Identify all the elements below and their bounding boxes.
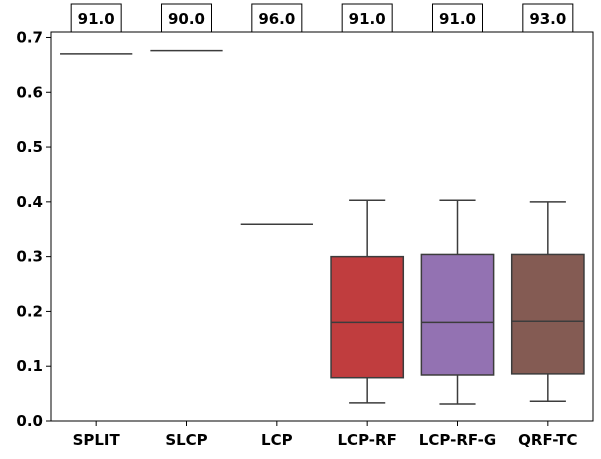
boxes bbox=[60, 49, 585, 405]
coverage-label: 93.0 bbox=[529, 10, 566, 28]
box-iqr bbox=[420, 253, 495, 376]
box-iqr bbox=[330, 255, 405, 379]
coverage-label-frame bbox=[70, 3, 122, 33]
box-lcp-rf-g bbox=[420, 199, 495, 405]
coverage-label-box: 91.0 bbox=[70, 3, 122, 33]
y-tick-label: 0.1 bbox=[16, 357, 43, 375]
x-axis: SPLIT SLCP LCP LCP-RF LCP-RF-G QRF-TC bbox=[73, 421, 578, 449]
coverage-label-box: 93.0 bbox=[522, 3, 574, 33]
box-iqr bbox=[510, 253, 585, 375]
y-tick-label: 0.4 bbox=[16, 193, 43, 211]
x-tick-label: LCP-RF-G bbox=[419, 431, 496, 449]
coverage-label-frame bbox=[522, 3, 574, 33]
y-tick-label: 0.3 bbox=[16, 248, 43, 266]
x-tick-label: SLCP bbox=[165, 431, 207, 449]
coverage-labels: 91.0 90.0 96.0 91.0 91.0 93.0 bbox=[70, 3, 574, 33]
box-qrf-tc bbox=[510, 201, 585, 403]
y-tick-label: 0.5 bbox=[16, 138, 43, 156]
coverage-label-box: 91.0 bbox=[341, 3, 393, 33]
coverage-label-frame bbox=[341, 3, 393, 33]
y-tick-label: 0.2 bbox=[16, 302, 43, 320]
coverage-label: 91.0 bbox=[439, 10, 476, 28]
box-lcp-rf bbox=[330, 199, 405, 404]
coverage-label: 91.0 bbox=[78, 10, 115, 28]
coverage-label-frame bbox=[161, 3, 212, 33]
coverage-label: 91.0 bbox=[349, 10, 386, 28]
coverage-label-box: 96.0 bbox=[251, 3, 303, 33]
coverage-label: 96.0 bbox=[258, 10, 295, 28]
y-axis: 0.0 0.1 0.2 0.3 0.4 0.5 0.6 0.7 bbox=[16, 28, 51, 430]
x-tick-label: QRF-TC bbox=[518, 431, 577, 449]
coverage-label-box: 90.0 bbox=[161, 3, 212, 33]
x-tick-label: SPLIT bbox=[73, 431, 121, 449]
coverage-label-box: 91.0 bbox=[432, 3, 483, 33]
x-tick-label: LCP-RF bbox=[338, 431, 397, 449]
y-tick-label: 0.6 bbox=[16, 83, 43, 101]
coverage-label: 90.0 bbox=[168, 10, 205, 28]
y-tick-label: 0.7 bbox=[16, 28, 43, 46]
plot-area-frame bbox=[50, 31, 594, 422]
y-tick-label: 0.0 bbox=[16, 412, 43, 430]
x-tick-label: LCP bbox=[261, 431, 293, 449]
